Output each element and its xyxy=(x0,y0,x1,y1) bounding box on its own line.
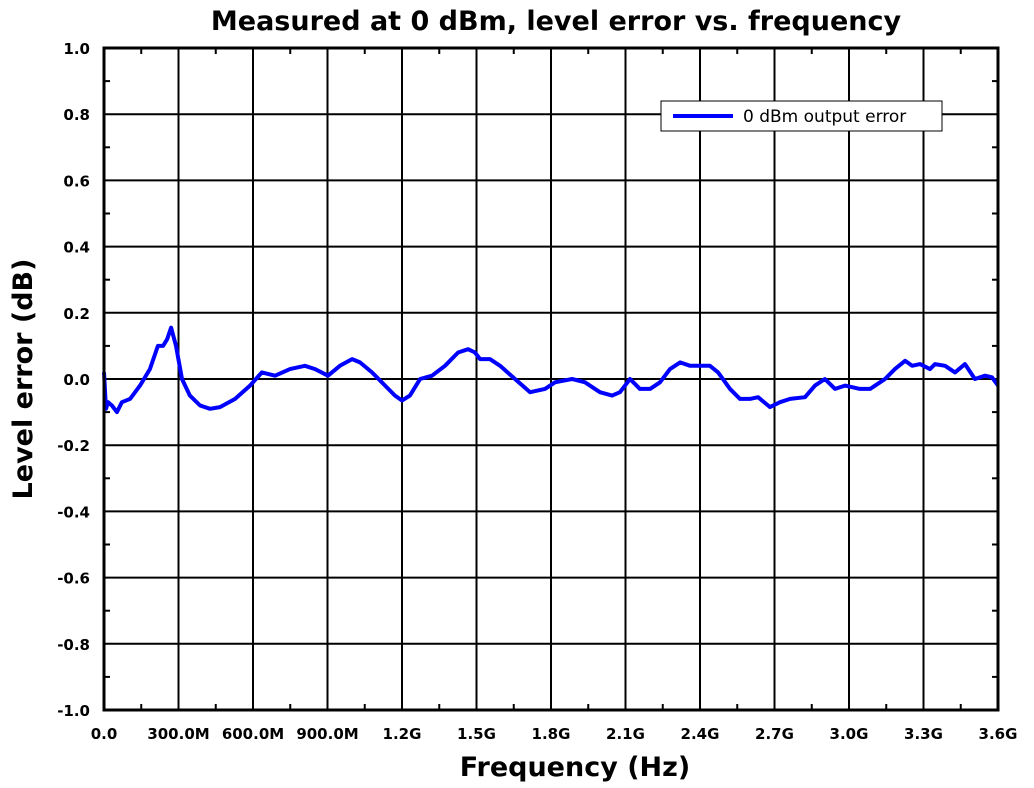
legend: 0 dBm output error xyxy=(660,100,943,132)
series-line-0-dbm-output-error xyxy=(102,325,1000,415)
grid xyxy=(103,47,999,711)
x-tick-label: 0.0 xyxy=(91,725,118,743)
x-tick-label: 2.7G xyxy=(755,725,794,743)
x-tick-label: 600.0M xyxy=(222,725,284,743)
y-tick-label: 1.0 xyxy=(63,40,90,58)
x-axis-label: Frequency (Hz) xyxy=(460,752,690,783)
x-tick-label: 900.0M xyxy=(296,725,358,743)
x-tick-label: 1.8G xyxy=(532,725,571,743)
x-tick-label: 2.4G xyxy=(681,725,720,743)
y-tick-label: 0.0 xyxy=(63,371,90,389)
y-tick-label: -0.6 xyxy=(57,570,90,588)
x-tick-label: 1.2G xyxy=(383,725,422,743)
x-tick-label: 3.6G xyxy=(979,725,1018,743)
x-tick-label: 3.3G xyxy=(904,725,943,743)
plot-frame xyxy=(102,46,1000,712)
chart-title: Measured at 0 dBm, level error vs. frequ… xyxy=(211,6,902,37)
y-tick-label: 0.8 xyxy=(63,106,90,124)
y-tick-label: -0.4 xyxy=(57,503,90,521)
y-axis-ticks: 1.0 0.8 0.6 0.4 0.2 0.0 -0.2 -0.4 -0.6 -0.8 -1.0 xyxy=(57,40,998,720)
y-tick-label: -0.2 xyxy=(57,437,90,455)
x-axis-ticks: 0.0 300.0M 600.0M 900.0M 1.2G 1.5G 1.8G 2.1G 2.4… xyxy=(91,48,1018,743)
x-tick-label: 2.1G xyxy=(606,725,645,743)
x-tick-label: 3.0G xyxy=(830,725,869,743)
y-axis-label: Level error (dB) xyxy=(8,259,39,500)
y-tick-label: -1.0 xyxy=(57,702,90,720)
y-tick-label: 0.4 xyxy=(63,239,90,257)
y-tick-label: 0.2 xyxy=(63,305,90,323)
x-tick-label: 300.0M xyxy=(147,725,209,743)
x-tick-label: 1.5G xyxy=(457,725,496,743)
legend-label: 0 dBm output error xyxy=(743,107,906,127)
y-tick-label: -0.8 xyxy=(57,636,90,654)
y-tick-label: 0.6 xyxy=(63,172,90,190)
